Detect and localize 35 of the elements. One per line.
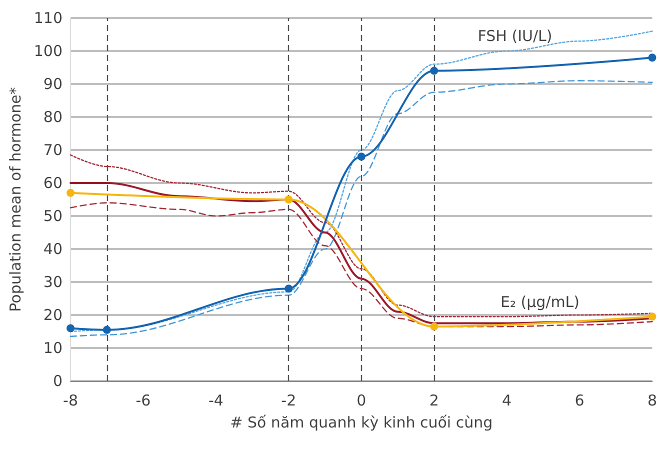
x-tick-label: 0 [356,392,366,410]
y-tick-label: 60 [43,174,63,192]
x-tick-label: 8 [647,392,657,410]
x-axis-title: # Số năm quanh kỳ kinh cuối cùng [230,414,493,432]
y-tick-label: 30 [43,273,63,291]
y-tick-label: 80 [43,108,63,126]
y-axis-title: Population mean of hormone* [6,86,24,312]
y-tick-label: 40 [43,240,63,258]
y-tick-label: 10 [43,339,63,357]
x-tick-label: -6 [136,392,151,410]
annotation: FSH (IU/L) [478,27,552,45]
annotation: E₂ (μg/mL) [500,293,580,311]
y-tick-label: 70 [43,141,63,159]
x-tick-label: -4 [208,392,224,410]
y-tick-label: 50 [43,207,63,225]
point [66,324,75,332]
x-tick-label: 4 [502,392,512,410]
x-tick-label: -2 [281,392,296,410]
x-tick-label: -8 [63,392,78,410]
y-tick-label: 0 [52,372,63,390]
point [430,322,438,331]
point [648,312,656,321]
point [430,66,438,75]
point [284,284,293,293]
x-tick-label: 2 [429,392,439,410]
y-tick-label: 110 [34,9,63,27]
point [102,326,111,334]
y-tick-label: 100 [34,42,63,60]
point [284,196,293,204]
point [357,152,366,161]
y-tick-label: 90 [43,75,63,93]
point [66,188,75,197]
point [648,54,656,62]
y-tick-label: 20 [43,306,63,324]
x-tick-label: 6 [574,392,584,410]
